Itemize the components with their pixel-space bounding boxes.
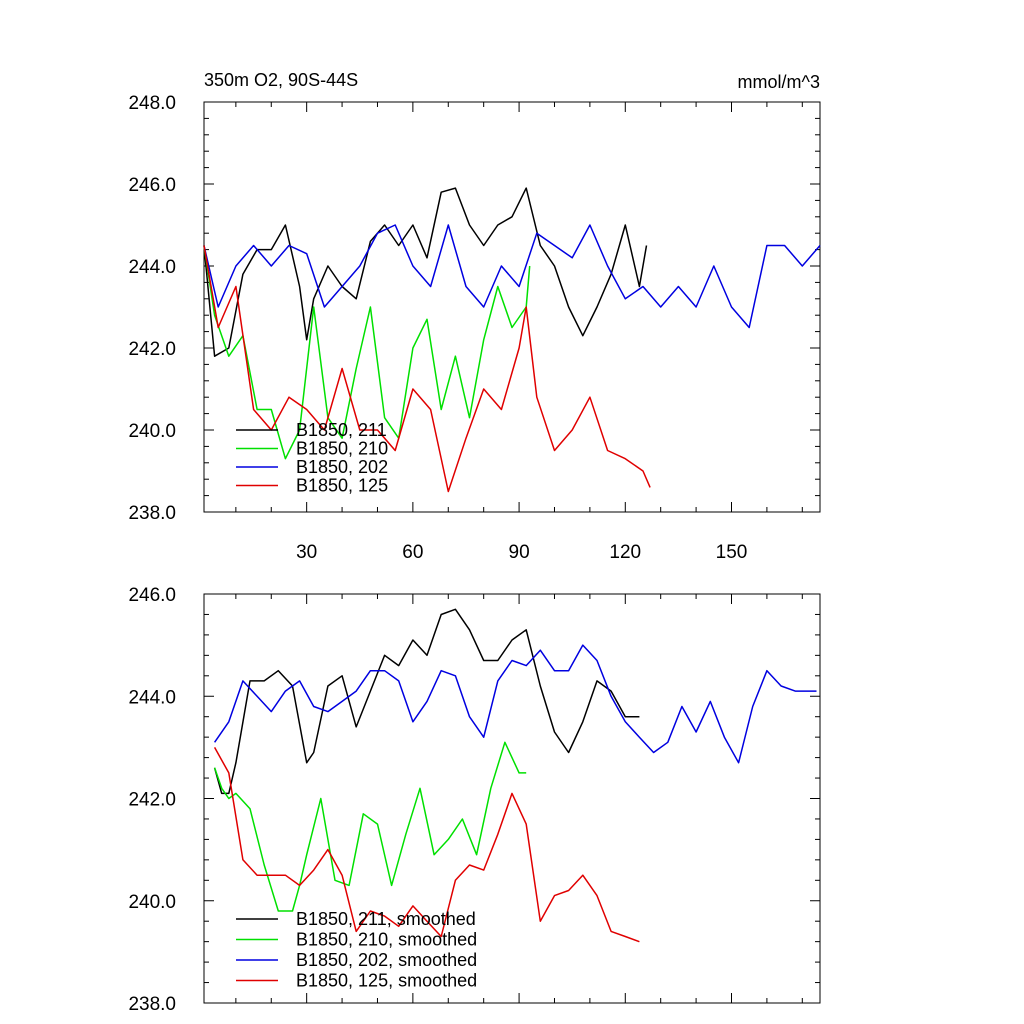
series-line-0 bbox=[213, 608, 640, 795]
y-tick-label: 248.0 bbox=[128, 93, 176, 114]
legend-label-2: B1850, 202 bbox=[296, 457, 388, 477]
y-tick-label: 244.0 bbox=[128, 687, 176, 708]
y-tick-label: 238.0 bbox=[128, 503, 176, 524]
y-tick-label: 246.0 bbox=[128, 585, 176, 606]
series-line-1 bbox=[203, 245, 531, 460]
x-tick-label: 90 bbox=[509, 542, 530, 563]
units-label: mmol/m^3 bbox=[738, 72, 820, 92]
y-tick-label: 242.0 bbox=[128, 339, 176, 360]
x-tick-label: 30 bbox=[296, 542, 317, 563]
y-tick-label: 240.0 bbox=[128, 892, 176, 913]
y-tick-label: 242.0 bbox=[128, 790, 176, 811]
legend-label-3: B1850, 125, smoothed bbox=[296, 971, 477, 991]
series-line-0 bbox=[203, 187, 648, 357]
series-line-3 bbox=[213, 747, 640, 943]
series-line-2 bbox=[213, 644, 817, 764]
legend-label-0: B1850, 211 bbox=[296, 420, 387, 440]
plot-frame bbox=[203, 101, 821, 513]
legend-label-1: B1850, 210 bbox=[296, 439, 388, 459]
legend-label-2: B1850, 202, smoothed bbox=[296, 950, 477, 970]
legend-label-0: B1850, 211, smoothed bbox=[296, 909, 476, 929]
x-tick-label: 150 bbox=[716, 542, 748, 563]
y-tick-label: 244.0 bbox=[128, 257, 176, 278]
series-line-2 bbox=[203, 224, 821, 329]
y-tick-label: 246.0 bbox=[128, 175, 176, 196]
y-tick-label: 238.0 bbox=[128, 994, 176, 1015]
chart-title: 350m O2, 90S-44S bbox=[204, 70, 358, 90]
legend-label-1: B1850, 210, smoothed bbox=[296, 930, 477, 950]
top-panel: 238.0 240.0 242.0 244.0 246.0 248.0 30 60 90 120 1… bbox=[128, 70, 821, 563]
series-line-3 bbox=[203, 245, 651, 493]
y-tick-label: 240.0 bbox=[128, 421, 176, 442]
legend-label-3: B1850, 125 bbox=[296, 476, 388, 496]
bottom-panel: 238.0 240.0 242.0 244.0 246.0 B1850, 211, smo… bbox=[128, 585, 821, 1015]
x-tick-label: 120 bbox=[609, 542, 641, 563]
x-tick-label: 60 bbox=[402, 542, 423, 563]
series-line-1 bbox=[213, 741, 527, 912]
